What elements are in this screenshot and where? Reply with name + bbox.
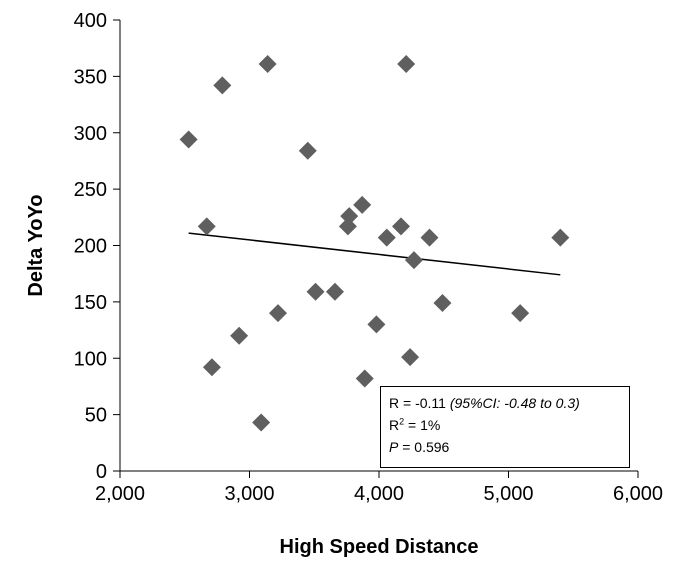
x-tick-label: 4,000 bbox=[354, 483, 404, 505]
r2-value: = 1% bbox=[404, 417, 441, 433]
y-tick-label: 350 bbox=[74, 66, 107, 88]
data-point bbox=[401, 348, 420, 367]
data-point bbox=[355, 369, 374, 388]
y-tick-label: 300 bbox=[74, 123, 107, 145]
y-tick-label: 100 bbox=[74, 348, 107, 370]
axes: 0 50 100 150 200 250 300 350 400 2,000 3,000 4,000 5… bbox=[74, 10, 663, 505]
data-point bbox=[340, 207, 359, 226]
data-point bbox=[197, 217, 216, 236]
data-point bbox=[202, 358, 221, 377]
r-squared-line: R2 = 1% bbox=[389, 414, 621, 436]
p-label: P bbox=[389, 439, 399, 455]
data-point bbox=[230, 326, 249, 345]
p-value: = 0.596 bbox=[398, 439, 450, 455]
data-points bbox=[179, 54, 570, 432]
data-point bbox=[392, 217, 411, 236]
data-point bbox=[252, 413, 271, 432]
data-point bbox=[397, 54, 416, 73]
y-tick-label: 150 bbox=[74, 292, 107, 314]
y-tick-label: 0 bbox=[96, 461, 107, 483]
x-tick-label: 2,000 bbox=[95, 483, 145, 505]
ci-text: (95%CI: -0.48 to 0.3) bbox=[449, 395, 580, 411]
x-tick-label: 6,000 bbox=[613, 483, 663, 505]
y-tick-label: 250 bbox=[74, 179, 107, 201]
data-point bbox=[353, 195, 372, 214]
trendline-group bbox=[188, 232, 561, 276]
x-axis-title: High Speed Distance bbox=[280, 536, 479, 558]
data-point bbox=[367, 315, 386, 334]
data-point bbox=[325, 282, 344, 301]
x-tick-label: 5,000 bbox=[483, 483, 533, 505]
data-point bbox=[306, 282, 325, 301]
data-point bbox=[377, 228, 396, 247]
stats-annotation-box: R = -0.11 (95%CI: -0.48 to 0.3) R2 = 1% … bbox=[380, 386, 630, 468]
data-point bbox=[551, 228, 570, 247]
y-tick-label: 200 bbox=[74, 236, 107, 258]
data-point bbox=[404, 251, 423, 270]
trendline bbox=[188, 232, 561, 276]
data-point bbox=[268, 304, 287, 323]
data-point bbox=[433, 294, 452, 313]
r-value-text: R = -0.11 bbox=[389, 395, 450, 411]
y-axis-title: Delta YoYo bbox=[25, 194, 47, 296]
data-point bbox=[179, 130, 198, 149]
y-tick-label: 50 bbox=[85, 405, 107, 427]
data-point bbox=[258, 54, 277, 73]
correlation-line: R = -0.11 (95%CI: -0.48 to 0.3) bbox=[389, 392, 621, 414]
data-point bbox=[298, 141, 317, 160]
r2-prefix: R bbox=[389, 417, 400, 433]
r2-superscript: 2 bbox=[399, 416, 405, 427]
data-point bbox=[213, 76, 232, 95]
p-value-line: P = 0.596 bbox=[389, 436, 621, 458]
data-point bbox=[511, 304, 530, 323]
data-point bbox=[420, 228, 439, 247]
y-tick-label: 400 bbox=[74, 10, 107, 32]
x-tick-label: 3,000 bbox=[224, 483, 274, 505]
